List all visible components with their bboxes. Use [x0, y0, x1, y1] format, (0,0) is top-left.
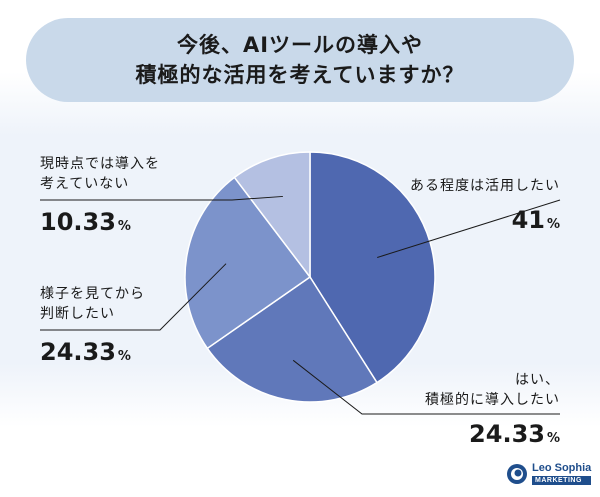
- slice-value-3: 10.33%: [40, 208, 180, 241]
- slice-label-2-line-1: 様子を見てから: [40, 286, 145, 302]
- pie-slice-2: [184, 176, 312, 350]
- slice-label-3-line-1: 現時点では導入を: [40, 156, 160, 172]
- leader-line-2: [40, 263, 227, 331]
- title-line-1: 今後、AIツールの導入や: [176, 33, 424, 57]
- slice-label-1-line-1: はい、: [515, 372, 560, 388]
- slice-value-0-unit: %: [546, 217, 560, 232]
- pie-slice-3: [233, 151, 311, 280]
- slice-value-3-unit: %: [117, 219, 131, 234]
- slice-value-1-number: 24.33: [469, 420, 545, 448]
- leader-line-3: [40, 195, 283, 201]
- slice-label-1: はい、 積極的に導入したい: [380, 370, 560, 410]
- title-line-2: 積極的な活用を考えていますか？: [135, 63, 465, 87]
- slice-value-1-unit: %: [546, 431, 560, 446]
- brand-logo-name: Leo Sophia: [532, 462, 592, 474]
- slice-value-1: 24.33%: [420, 420, 560, 453]
- slice-value-3-number: 10.33: [40, 208, 116, 236]
- slice-label-0-line-1: ある程度は活用したい: [410, 178, 560, 194]
- slice-label-1-line-2: 積極的に導入したい: [425, 392, 560, 408]
- leader-line-0: [377, 199, 561, 258]
- slice-label-0: ある程度は活用したい: [380, 176, 560, 196]
- leader-line-1: [292, 359, 560, 415]
- chart-title: 今後、AIツールの導入や 積極的な活用を考えていますか？: [26, 18, 574, 102]
- slice-value-0: 41%: [440, 206, 560, 239]
- slice-label-2-line-2: 判断したい: [40, 306, 115, 322]
- slice-label-2: 様子を見てから 判断したい: [40, 284, 220, 324]
- slice-value-2-unit: %: [117, 349, 131, 364]
- brand-logo-icon: [507, 464, 527, 484]
- brand-logo-sub: MARKETING: [532, 476, 592, 485]
- slice-value-2-number: 24.33: [40, 338, 116, 366]
- slice-value-2: 24.33%: [40, 338, 180, 371]
- slice-label-3-line-2: 考えていない: [40, 176, 130, 192]
- pie-slice-1: [206, 275, 378, 403]
- slice-value-0-number: 41: [511, 206, 545, 234]
- slice-label-3: 現時点では導入を 考えていない: [40, 154, 220, 194]
- brand-logo: Leo Sophia MARKETING: [506, 458, 596, 490]
